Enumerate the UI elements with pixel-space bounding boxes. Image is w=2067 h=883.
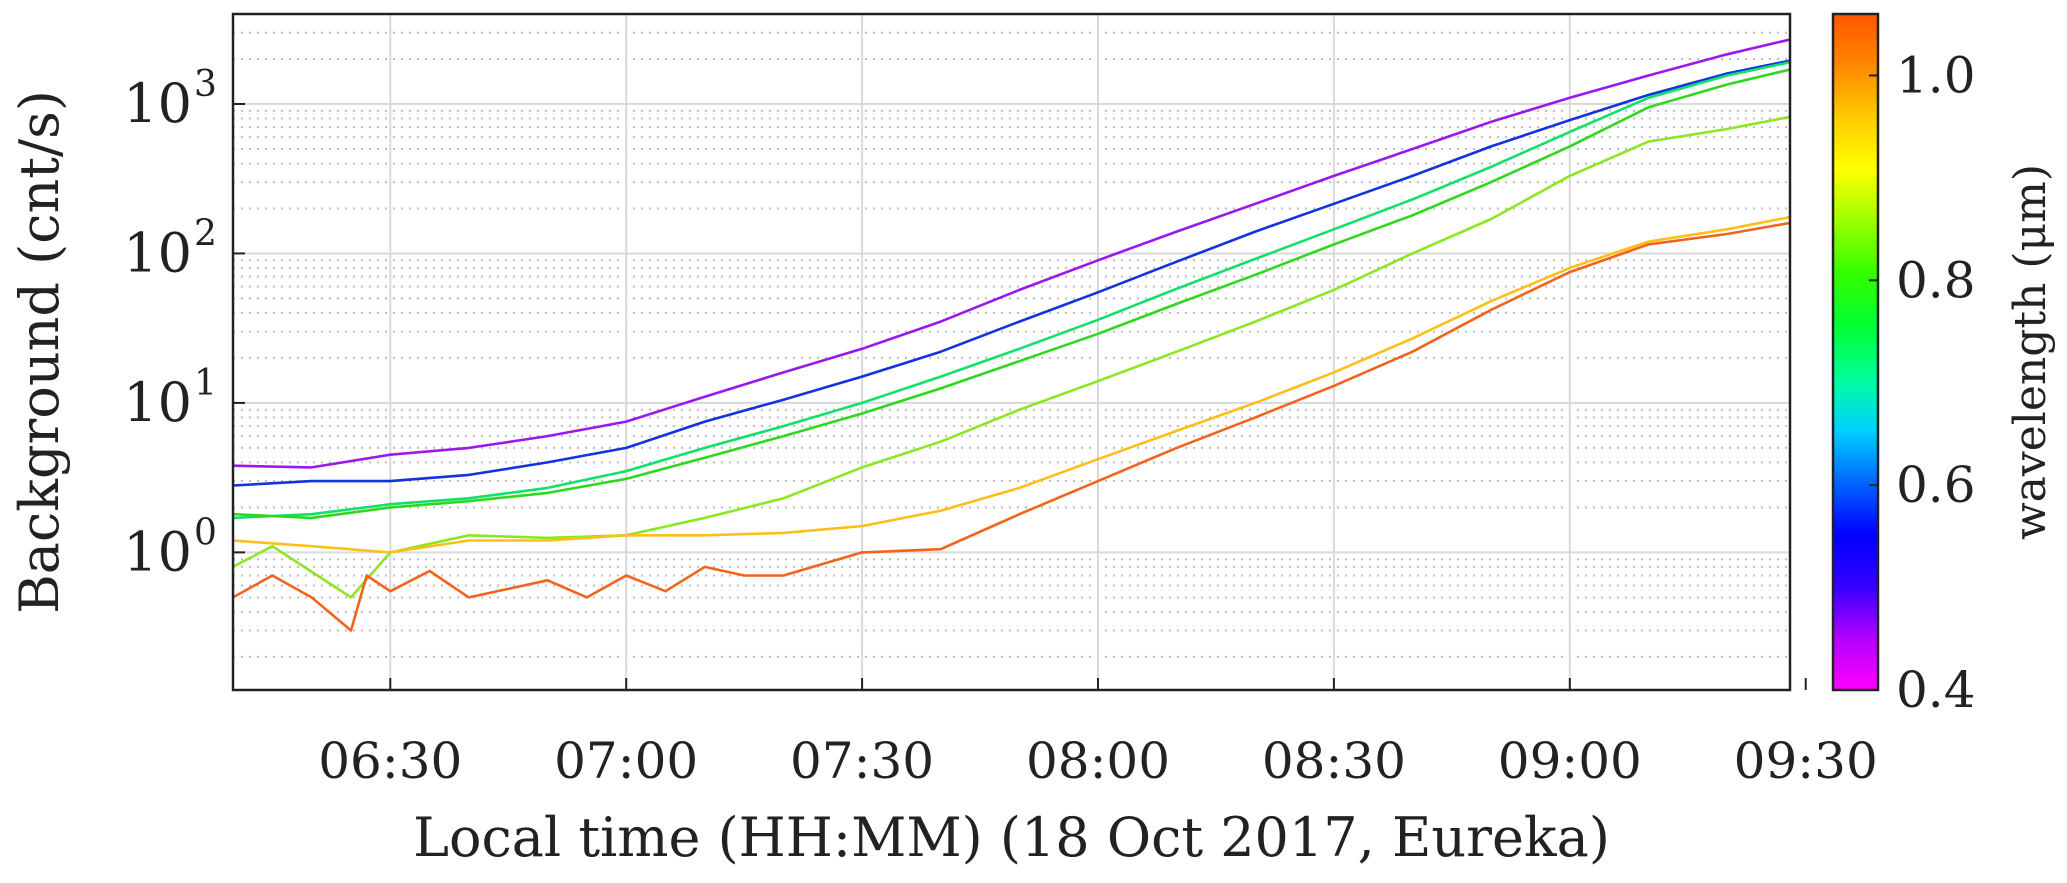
y-tick-exponent: 1 xyxy=(194,363,217,404)
colorbar: 0.4 0.6 0.8 1.0 wavelength (μm) xyxy=(1831,12,2056,719)
x-tick-label: 09:30 xyxy=(1734,732,1878,790)
x-tick-label: 07:30 xyxy=(790,732,934,790)
series-line-5 xyxy=(233,115,1790,599)
x-ticks: 06:30 07:00 07:30 08:00 08:30 09:00 09:30 xyxy=(318,678,1878,790)
y-tick-base: 10 xyxy=(123,520,192,583)
series-line-3 xyxy=(233,61,1790,520)
y-tick-exponent: 0 xyxy=(194,512,217,553)
y-axis-label: Background (cnt/s) xyxy=(8,90,71,614)
x-tick-label: 06:30 xyxy=(318,732,462,790)
y-tick-base: 10 xyxy=(123,371,192,434)
series-line-4 xyxy=(233,68,1790,520)
series-line-7 xyxy=(233,221,1790,632)
y-tick-base: 10 xyxy=(123,72,192,135)
y-tick-exponent: 2 xyxy=(194,213,217,254)
series-line-1 xyxy=(233,38,1790,469)
series-line-2 xyxy=(233,59,1790,487)
x-tick-label: 08:30 xyxy=(1262,732,1406,790)
colorbar-gradient xyxy=(1831,12,1880,692)
y-tick-label: 10 2 xyxy=(123,213,217,284)
grid xyxy=(233,14,1790,690)
colorbar-label: wavelength (μm) xyxy=(2005,164,2056,540)
series-lines xyxy=(233,38,1790,632)
y-tick-label: 10 0 xyxy=(123,512,217,583)
y-tick-label: 10 1 xyxy=(123,363,217,434)
series-line-6 xyxy=(233,215,1790,554)
plot-frame xyxy=(231,12,1792,692)
x-tick-label: 07:00 xyxy=(554,732,698,790)
colorbar-tick-label: 0.6 xyxy=(1896,456,1976,514)
y-tick-exponent: 3 xyxy=(194,64,217,105)
x-tick-label: 09:00 xyxy=(1498,732,1642,790)
colorbar-tick-label: 1.0 xyxy=(1896,46,1976,104)
colorbar-tick-label: 0.4 xyxy=(1896,661,1976,719)
y-tick-label: 10 3 xyxy=(123,64,217,135)
y-tick-base: 10 xyxy=(123,221,192,284)
x-tick-label: 08:00 xyxy=(1026,732,1170,790)
colorbar-ticks: 0.4 0.6 0.8 1.0 xyxy=(1869,46,1976,719)
x-axis-label: Local time (HH:MM) (18 Oct 2017, Eureka) xyxy=(413,806,1610,869)
colorbar-tick-label: 0.8 xyxy=(1896,251,1976,309)
